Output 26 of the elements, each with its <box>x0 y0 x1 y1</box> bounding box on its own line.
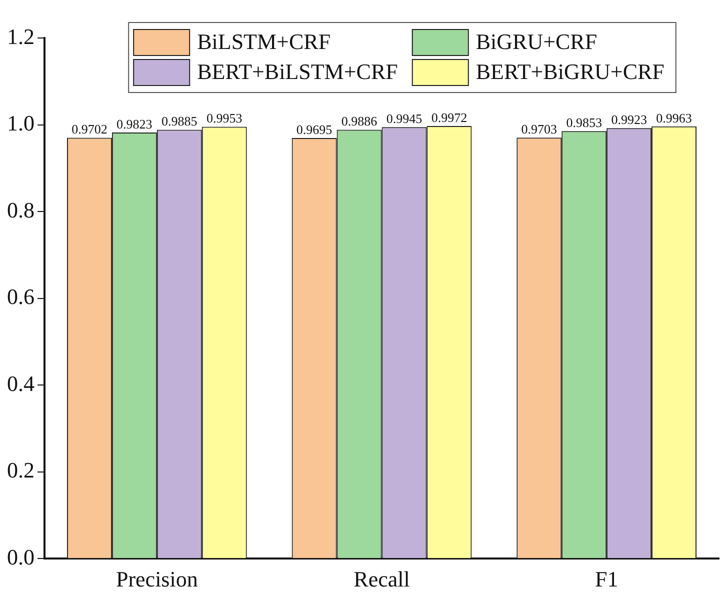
y-tick-label: 0.6 <box>7 284 34 310</box>
data-label: 0.9885 <box>162 114 198 129</box>
data-label: 0.9945 <box>386 111 422 126</box>
data-label: 0.9853 <box>566 115 602 130</box>
legend-label: BiLSTM+CRF <box>197 28 331 54</box>
legend-label: BERT+BiGRU+CRF <box>476 58 664 84</box>
y-tick-label: 1.0 <box>7 110 34 136</box>
data-label: 0.9923 <box>611 112 647 128</box>
y-tick-label: 0.8 <box>7 197 34 222</box>
x-tick-label: Precision <box>116 566 198 592</box>
data-label: 0.9886 <box>341 114 378 129</box>
legend-label: BiGRU+CRF <box>476 28 598 54</box>
data-label: 0.9695 <box>296 122 332 137</box>
y-tick-label: 0.2 <box>7 458 34 483</box>
legend-label: BERT+BiLSTM+CRF <box>197 58 398 84</box>
y-tick-label: 0.4 <box>7 370 34 396</box>
data-label: 0.9703 <box>521 122 558 137</box>
x-tick-label: F1 <box>594 566 618 592</box>
data-label: 0.9963 <box>656 110 692 126</box>
y-tick-label: 0.0 <box>7 544 34 570</box>
data-label: 0.9823 <box>116 116 152 132</box>
data-label: 0.9702 <box>72 122 108 137</box>
x-tick-label: Recall <box>354 566 410 592</box>
data-label: 0.9972 <box>431 110 468 125</box>
data-label: 0.9953 <box>206 110 242 126</box>
y-tick-label: 1.2 <box>7 24 34 49</box>
